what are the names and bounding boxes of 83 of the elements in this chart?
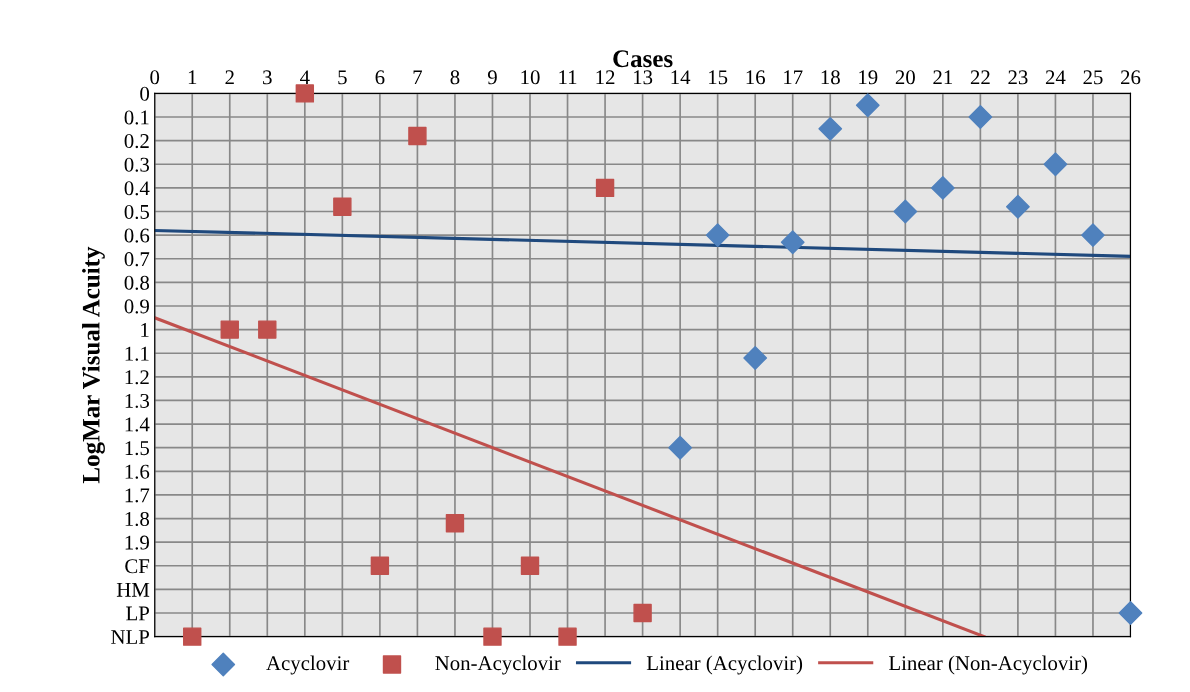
x-tick-label: 14 <box>671 70 691 85</box>
legend-label: Acyclovir <box>266 655 350 675</box>
x-tick-label: 19 <box>859 70 878 85</box>
point <box>483 627 502 646</box>
y-tick-label: 1.3 <box>125 393 150 408</box>
y-tick-label: 0.5 <box>124 204 150 220</box>
point <box>258 320 277 339</box>
x-tick-label: 2 <box>225 70 234 85</box>
point <box>968 105 993 129</box>
y-tick-label: 1.4 <box>125 417 150 432</box>
x-tick-label: 15 <box>709 70 728 85</box>
x-tick-label: 23 <box>1008 70 1028 85</box>
y-tick-label: 1 <box>141 323 149 337</box>
point <box>408 126 427 146</box>
point <box>595 178 615 198</box>
y-tick-label: CF <box>125 559 150 574</box>
point <box>445 514 465 533</box>
y-tick-label: NLP <box>111 630 150 644</box>
y-tick-label: LP <box>126 606 150 621</box>
x-tick-label: 21 <box>933 70 953 85</box>
point <box>1118 601 1143 625</box>
y-tick-label: 0.1 <box>124 110 149 125</box>
point <box>333 197 352 216</box>
point <box>220 320 239 339</box>
point <box>183 627 202 646</box>
y-tick-label: 1.9 <box>125 535 149 550</box>
y-tick-label: 0.6 <box>124 228 150 243</box>
x-tick-label: 6 <box>375 70 385 85</box>
point <box>370 556 390 575</box>
y-tick-label: 0.8 <box>124 275 150 290</box>
x-tick-label: 24 <box>1045 70 1066 85</box>
point <box>558 627 577 646</box>
point <box>1006 194 1030 219</box>
y-tick-label: 0.4 <box>124 181 150 196</box>
x-tick-label: 8 <box>450 70 460 85</box>
y-tick-label: 0.3 <box>124 157 150 172</box>
x-tick-label: 11 <box>559 70 577 85</box>
point <box>930 176 955 200</box>
point <box>295 84 315 103</box>
y-tick-label: 0.7 <box>124 252 150 267</box>
x-tick-label: 1 <box>188 70 197 85</box>
x-tick-label: 25 <box>1083 70 1103 85</box>
legend-label: Non-Acyclovir <box>435 655 561 675</box>
x-tick-label: 13 <box>634 70 653 85</box>
x-tick-label: 0 <box>150 70 160 85</box>
y-tick-label: 1.8 <box>125 511 150 527</box>
y-tick-label: 0.9 <box>124 299 149 314</box>
point <box>520 556 540 575</box>
x-tick-label: 17 <box>784 70 803 85</box>
y-tick-label: 1.7 <box>125 488 150 503</box>
x-tick-label: 7 <box>413 70 423 85</box>
y-tick-label: 1.6 <box>125 464 150 479</box>
y-tick-label: 0.2 <box>124 134 149 149</box>
point <box>668 435 693 460</box>
y-tick-label: 1.2 <box>125 370 149 385</box>
point <box>705 223 730 248</box>
point <box>1043 152 1068 177</box>
x-tick-label: 20 <box>895 70 915 85</box>
y-axis-title: LogMar Visual Acuity <box>82 246 105 484</box>
point <box>780 230 805 255</box>
x-tick-label: 12 <box>596 70 615 85</box>
x-tick-label: 18 <box>821 70 840 85</box>
point <box>855 93 880 118</box>
x-tick-label: 4 <box>300 70 310 85</box>
y-tick-label: 1.5 <box>125 441 150 456</box>
x-tick-label: 5 <box>338 70 347 85</box>
legend-label: Linear (Non-Acyclovir) <box>889 655 1088 675</box>
x-tick-label: 22 <box>970 70 990 85</box>
x-axis-title: Cases <box>613 50 673 68</box>
y-tick-label: 0 <box>140 86 150 101</box>
point <box>893 199 918 224</box>
y-tick-label: HM <box>116 582 150 597</box>
point <box>633 603 652 623</box>
x-tick-label: 16 <box>746 70 765 85</box>
x-tick-label: 9 <box>487 70 497 85</box>
x-tick-label: 26 <box>1121 70 1141 85</box>
point <box>818 116 843 141</box>
point <box>743 346 768 370</box>
legend-label: Linear (Acyclovir) <box>646 655 803 675</box>
point <box>1081 223 1105 248</box>
y-tick-label: 1.1 <box>125 346 149 361</box>
x-tick-label: 3 <box>263 70 272 85</box>
x-tick-label: 10 <box>521 70 540 85</box>
